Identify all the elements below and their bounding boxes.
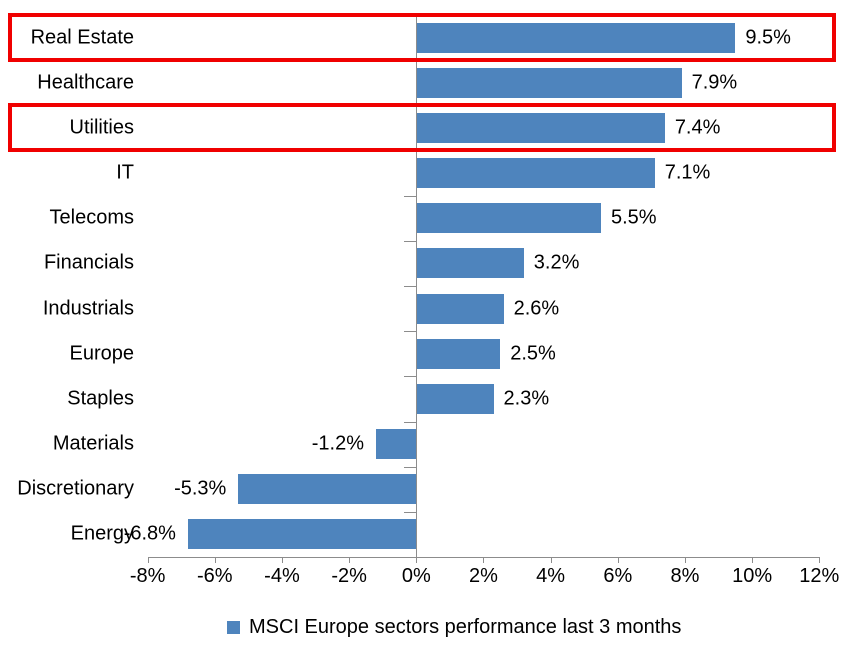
- bar: [417, 203, 601, 234]
- x-axis-tick: [685, 557, 686, 563]
- category-axis-tick: [404, 196, 417, 197]
- x-axis-tick-label: 2%: [469, 565, 498, 587]
- x-axis-tick-label: -4%: [264, 565, 300, 587]
- value-label: 2.6%: [513, 297, 560, 320]
- bar: [417, 338, 501, 369]
- category-axis-tick: [404, 512, 417, 513]
- category-label: Telecoms: [49, 206, 134, 229]
- value-label: 2.5%: [510, 342, 556, 365]
- legend-marker-icon: [227, 620, 240, 634]
- bar: [417, 67, 682, 98]
- x-axis-tick: [483, 557, 484, 563]
- bar: [417, 22, 736, 53]
- x-axis-tick: [282, 557, 283, 563]
- x-axis-tick-label: 6%: [603, 565, 633, 587]
- value-label: 7.1%: [664, 161, 711, 184]
- value-label: 9.5%: [745, 26, 791, 49]
- x-axis-tick-label: 12%: [799, 565, 840, 587]
- x-axis-tick-label: 0%: [401, 565, 431, 587]
- category-axis-tick: [404, 151, 417, 152]
- bar: [417, 293, 504, 324]
- bar: [187, 519, 417, 550]
- category-axis-tick: [404, 376, 417, 377]
- x-axis-tick: [349, 557, 350, 563]
- x-axis-tick: [148, 557, 149, 563]
- value-label: 5.5%: [611, 206, 657, 229]
- x-axis-tick: [215, 557, 216, 563]
- x-axis-tick-label: -2%: [331, 565, 367, 587]
- category-axis-tick: [404, 422, 417, 423]
- category-axis-tick: [404, 467, 417, 468]
- value-label: -1.2%: [311, 432, 365, 455]
- category-label: Discretionary: [17, 477, 134, 500]
- x-axis-tick-label: -6%: [197, 565, 233, 587]
- x-axis-tick: [618, 557, 619, 563]
- category-axis-tick: [404, 15, 417, 16]
- x-axis-tick: [416, 557, 417, 563]
- x-axis-tick-label: 8%: [670, 565, 700, 587]
- category-label: Healthcare: [37, 71, 134, 94]
- x-axis-tick: [752, 557, 753, 563]
- bar: [376, 429, 417, 460]
- category-axis-tick: [404, 241, 417, 242]
- value-label: 7.9%: [691, 71, 738, 94]
- category-axis-tick: [404, 557, 417, 558]
- legend: MSCI Europe sectors performance last 3 m…: [227, 612, 681, 642]
- x-axis-tick: [551, 557, 552, 563]
- category-label: Staples: [67, 387, 134, 410]
- category-label: Energy: [70, 522, 134, 545]
- value-label: 7.4%: [674, 116, 721, 139]
- x-axis-tick: [819, 557, 820, 563]
- category-label: Utilities: [69, 116, 134, 139]
- x-axis-tick-label: 10%: [732, 565, 773, 587]
- bar: [417, 158, 655, 189]
- bar: [417, 383, 494, 414]
- category-axis-tick: [404, 286, 417, 287]
- bar: [417, 112, 665, 143]
- x-axis-tick-label: 4%: [536, 565, 566, 587]
- bar: [238, 474, 417, 505]
- legend-label: MSCI Europe sectors performance last 3 m…: [249, 615, 682, 638]
- value-label: -6.8%: [123, 522, 176, 545]
- category-axis-tick: [404, 331, 417, 332]
- value-label: -5.3%: [174, 477, 227, 500]
- category-label: Financials: [43, 251, 134, 274]
- category-label: Industrials: [42, 297, 134, 320]
- category-label: Europe: [69, 342, 135, 365]
- category-label: Real Estate: [30, 26, 134, 49]
- category-axis-tick: [404, 105, 417, 106]
- bar: [417, 248, 524, 279]
- category-label: IT: [116, 161, 134, 184]
- category-axis-tick: [404, 60, 417, 61]
- x-axis-tick-label: -8%: [129, 565, 166, 587]
- value-label: 3.2%: [533, 251, 580, 274]
- value-label: 2.3%: [503, 387, 550, 410]
- category-label: Materials: [52, 432, 134, 455]
